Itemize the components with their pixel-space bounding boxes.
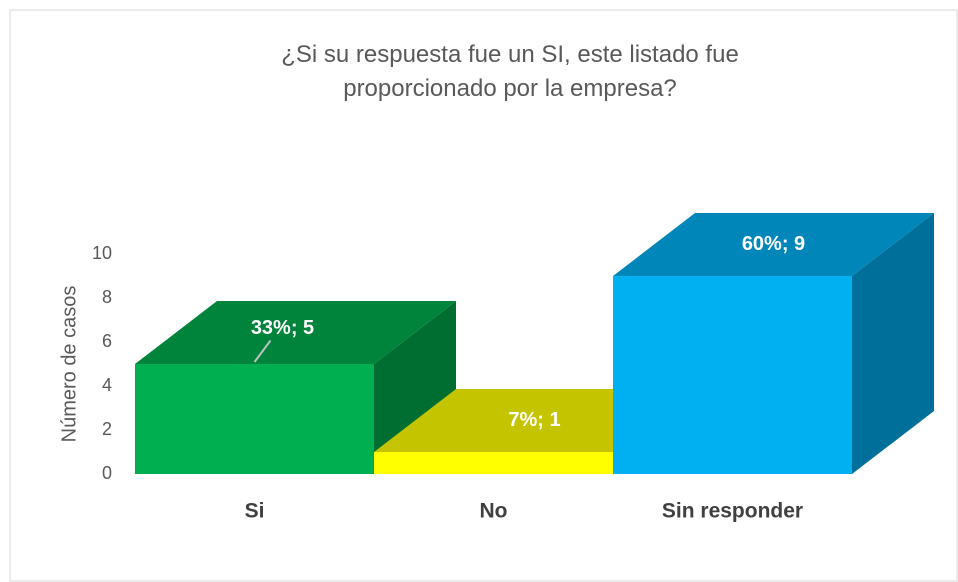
data-label: 60%; 9 bbox=[742, 233, 805, 255]
data-label: 7%; 1 bbox=[508, 409, 560, 431]
y-tick-label: 10 bbox=[92, 243, 112, 263]
bar-top bbox=[135, 301, 456, 364]
x-tick-label: No bbox=[480, 500, 508, 523]
y-tick-label: 8 bbox=[102, 287, 112, 307]
x-tick-label: Si bbox=[245, 500, 265, 523]
y-tick-label: 0 bbox=[102, 463, 112, 483]
y-axis-label: Número de casos bbox=[58, 286, 80, 443]
chart-title: ¿Si su respuesta fue un SI, este listado… bbox=[281, 41, 739, 102]
data-label: 33%; 5 bbox=[251, 317, 314, 339]
bar-top bbox=[613, 213, 934, 276]
y-tick-label: 2 bbox=[102, 419, 112, 439]
x-tick-label: Sin responder bbox=[662, 500, 803, 523]
leader-line bbox=[253, 339, 272, 363]
y-tick-label: 6 bbox=[102, 331, 112, 351]
bar bbox=[613, 276, 852, 474]
y-tick-label: 4 bbox=[102, 375, 112, 395]
bar bbox=[374, 452, 613, 474]
bar bbox=[135, 364, 374, 474]
bar-side bbox=[852, 213, 934, 474]
bar-side bbox=[374, 301, 456, 474]
